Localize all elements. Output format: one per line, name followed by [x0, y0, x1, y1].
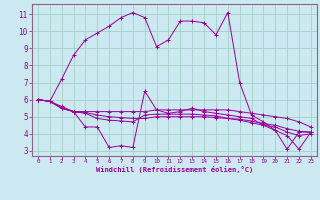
- X-axis label: Windchill (Refroidissement éolien,°C): Windchill (Refroidissement éolien,°C): [96, 166, 253, 173]
